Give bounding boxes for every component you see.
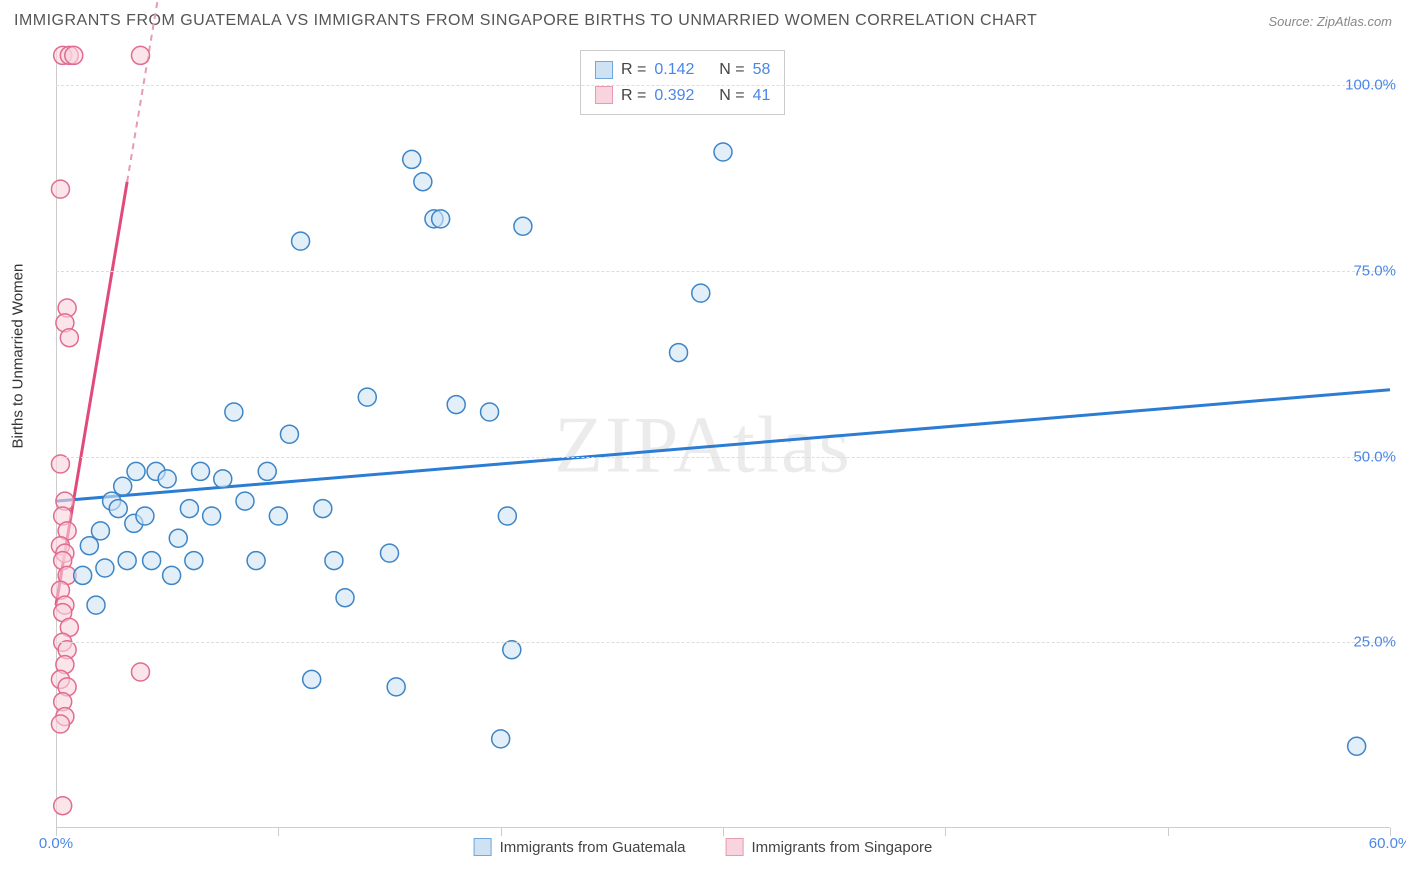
scatter-point	[314, 500, 332, 518]
scatter-point	[51, 715, 69, 733]
scatter-point	[492, 730, 510, 748]
x-tick-label: 0.0%	[39, 835, 73, 852]
scatter-point	[60, 329, 78, 347]
scatter-point	[325, 552, 343, 570]
scatter-point	[169, 529, 187, 547]
scatter-point	[51, 455, 69, 473]
scatter-point	[303, 670, 321, 688]
legend-label-guatemala: Immigrants from Guatemala	[500, 839, 686, 856]
scatter-point	[127, 462, 145, 480]
y-tick-label: 25.0%	[1353, 634, 1396, 651]
scatter-point	[714, 143, 732, 161]
scatter-plot-svg	[56, 48, 1390, 828]
scatter-point	[414, 173, 432, 191]
scatter-point	[214, 470, 232, 488]
legend-n-value: 41	[753, 83, 771, 109]
scatter-point	[498, 507, 516, 525]
legend-row-blue: R = 0.142 N = 58	[595, 57, 770, 83]
scatter-point	[258, 462, 276, 480]
scatter-point	[247, 552, 265, 570]
legend-swatch-pink	[595, 86, 613, 104]
scatter-point	[381, 544, 399, 562]
scatter-point	[225, 403, 243, 421]
scatter-point	[514, 217, 532, 235]
x-tick-label: 60.0%	[1369, 835, 1406, 852]
scatter-point	[403, 150, 421, 168]
scatter-point	[387, 678, 405, 696]
legend-label-singapore: Immigrants from Singapore	[751, 839, 932, 856]
scatter-point	[358, 388, 376, 406]
scatter-point	[670, 344, 688, 362]
scatter-point	[51, 180, 69, 198]
scatter-point	[136, 507, 154, 525]
scatter-point	[692, 284, 710, 302]
legend-n-label: N =	[719, 83, 744, 109]
scatter-point	[65, 46, 83, 64]
chart-header: IMMIGRANTS FROM GUATEMALA VS IMMIGRANTS …	[14, 12, 1392, 30]
scatter-point	[269, 507, 287, 525]
scatter-point	[292, 232, 310, 250]
scatter-point	[87, 596, 105, 614]
scatter-point	[503, 641, 521, 659]
y-axis-label: Births to Unmarried Women	[10, 264, 27, 449]
scatter-point	[131, 46, 149, 64]
scatter-point	[54, 797, 72, 815]
scatter-point	[432, 210, 450, 228]
y-tick-label: 100.0%	[1345, 77, 1396, 94]
scatter-point	[336, 589, 354, 607]
scatter-point	[91, 522, 109, 540]
scatter-point	[114, 477, 132, 495]
scatter-point	[96, 559, 114, 577]
legend-n-label: N =	[719, 57, 744, 83]
legend-item-singapore: Immigrants from Singapore	[725, 838, 932, 856]
source-label: Source: ZipAtlas.com	[1268, 14, 1392, 29]
scatter-point	[447, 396, 465, 414]
scatter-point	[143, 552, 161, 570]
scatter-point	[131, 663, 149, 681]
legend-n-value: 58	[753, 57, 771, 83]
legend-row-pink: R = 0.392 N = 41	[595, 83, 770, 109]
correlation-legend-box: R = 0.142 N = 58 R = 0.392 N = 41	[580, 50, 785, 115]
scatter-point	[109, 500, 127, 518]
legend-swatch-singapore	[725, 838, 743, 856]
legend-swatch-blue	[595, 61, 613, 79]
series-legend: Immigrants from Guatemala Immigrants fro…	[474, 838, 933, 856]
chart-title: IMMIGRANTS FROM GUATEMALA VS IMMIGRANTS …	[14, 12, 1037, 30]
legend-r-label: R =	[621, 83, 646, 109]
scatter-point	[158, 470, 176, 488]
scatter-point	[1348, 737, 1366, 755]
scatter-point	[118, 552, 136, 570]
scatter-point	[74, 566, 92, 584]
scatter-point	[80, 537, 98, 555]
legend-r-value: 0.392	[654, 83, 694, 109]
y-tick-label: 50.0%	[1353, 448, 1396, 465]
legend-swatch-guatemala	[474, 838, 492, 856]
scatter-point	[236, 492, 254, 510]
scatter-point	[280, 425, 298, 443]
legend-r-value: 0.142	[654, 57, 694, 83]
scatter-point	[163, 566, 181, 584]
legend-item-guatemala: Immigrants from Guatemala	[474, 838, 686, 856]
scatter-point	[180, 500, 198, 518]
scatter-point	[203, 507, 221, 525]
scatter-point	[481, 403, 499, 421]
y-tick-label: 75.0%	[1353, 262, 1396, 279]
scatter-point	[192, 462, 210, 480]
legend-r-label: R =	[621, 57, 646, 83]
scatter-point	[185, 552, 203, 570]
